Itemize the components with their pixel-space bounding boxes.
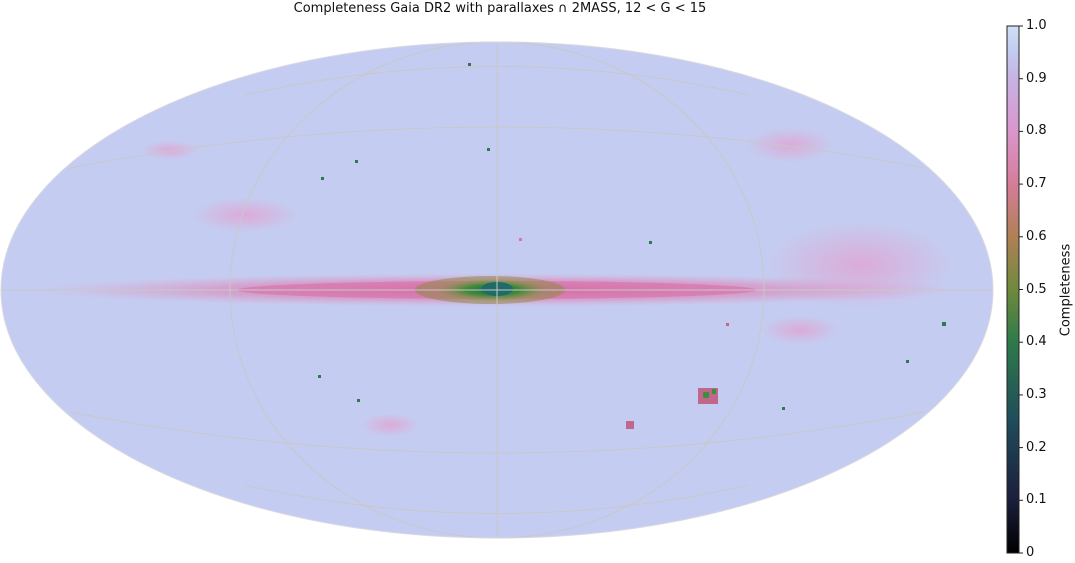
colorbar-tick-label: 0.7 bbox=[1026, 176, 1047, 192]
colorbar-tick-label: 0.3 bbox=[1026, 386, 1047, 402]
spot bbox=[906, 360, 909, 363]
colorbar-tick-label: 0.4 bbox=[1026, 334, 1047, 350]
region-patch bbox=[360, 413, 420, 437]
spot bbox=[782, 407, 785, 410]
map-title: Completeness Gaia DR2 with parallaxes ∩ … bbox=[293, 1, 707, 16]
colorbar-tick-label: 0.1 bbox=[1026, 492, 1047, 508]
spot bbox=[519, 238, 522, 241]
colorbar-tick-marks bbox=[1019, 25, 1023, 554]
spot bbox=[318, 375, 321, 378]
region-patch bbox=[190, 197, 300, 233]
spot bbox=[487, 148, 490, 151]
colorbar-tick-label: 0.5 bbox=[1026, 281, 1047, 297]
spot bbox=[726, 323, 729, 326]
sky-map bbox=[0, 41, 994, 539]
parallel-line bbox=[244, 66, 750, 96]
colorbar-tick-label: 0.6 bbox=[1026, 228, 1047, 244]
spot bbox=[357, 399, 360, 402]
spot bbox=[649, 241, 652, 244]
colorbar-tick-label: 0.2 bbox=[1026, 439, 1047, 455]
spot bbox=[703, 392, 709, 398]
spot bbox=[468, 63, 471, 66]
spot bbox=[712, 389, 716, 394]
colorbar-tick-label: 0.8 bbox=[1026, 123, 1047, 139]
parallel-line bbox=[244, 484, 750, 514]
colorbar-label: Completeness bbox=[1058, 243, 1074, 337]
colorbar-tick-label: 0.9 bbox=[1026, 70, 1047, 86]
spot bbox=[355, 160, 358, 163]
region-patch bbox=[745, 127, 835, 163]
spot bbox=[942, 322, 946, 326]
spot bbox=[321, 177, 324, 180]
region-patch bbox=[140, 140, 200, 160]
colorbar-tick-label: 1.0 bbox=[1026, 18, 1047, 33]
region-patch bbox=[760, 315, 840, 345]
colorbar-tick-label: 0 bbox=[1026, 545, 1035, 560]
parallel-line bbox=[69, 411, 925, 454]
map-outline bbox=[0, 41, 994, 539]
parallel-line bbox=[69, 126, 925, 169]
colorbar bbox=[1006, 25, 1023, 554]
colorbar-gradient bbox=[1006, 25, 1020, 554]
spot bbox=[626, 421, 634, 429]
